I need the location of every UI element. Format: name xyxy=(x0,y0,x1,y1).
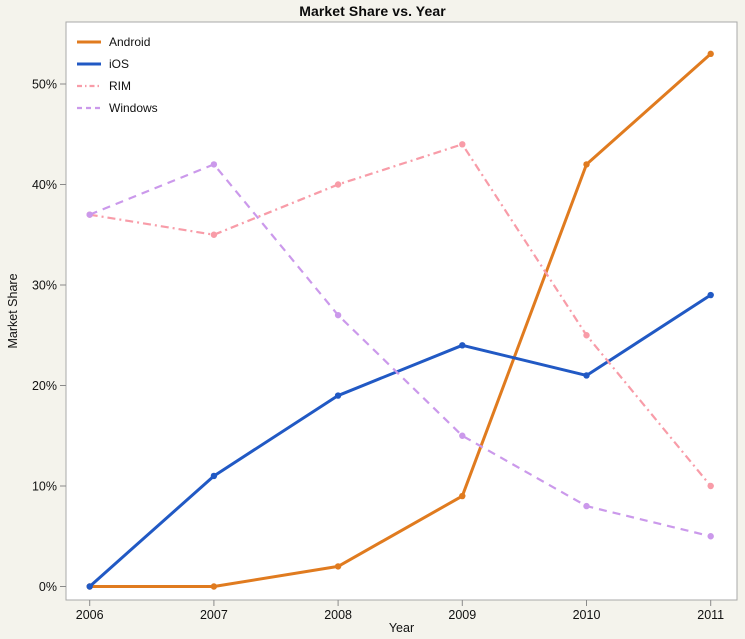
legend-label: iOS xyxy=(109,57,130,71)
y-tick-label: 50% xyxy=(32,78,57,92)
legend-item-ios: iOS xyxy=(76,53,158,75)
plot-frame xyxy=(65,21,738,601)
x-tick-label: 2007 xyxy=(200,608,228,622)
y-tick-label: 20% xyxy=(32,379,57,393)
x-tick-label: 2009 xyxy=(448,608,476,622)
y-tick-label: 10% xyxy=(32,480,57,494)
x-tick-label: 2006 xyxy=(76,608,104,622)
legend-label: RIM xyxy=(109,79,131,93)
data-point xyxy=(459,141,466,148)
data-point xyxy=(210,472,218,480)
x-tick-label: 2008 xyxy=(324,608,352,622)
legend-item-android: Android xyxy=(76,31,158,53)
data-point xyxy=(334,392,342,399)
legend: Android iOS RIM Windows xyxy=(76,31,158,119)
data-point xyxy=(459,342,466,349)
data-point xyxy=(707,291,714,299)
data-point xyxy=(210,161,218,168)
legend-label: Windows xyxy=(109,101,158,115)
data-point xyxy=(583,332,590,339)
x-tick-label: 2010 xyxy=(573,608,601,622)
data-point xyxy=(707,50,714,58)
x-tick-label: 2011 xyxy=(697,608,724,622)
y-tick-label: 30% xyxy=(32,279,57,293)
data-point xyxy=(334,311,342,319)
legend-item-windows: Windows xyxy=(76,97,158,119)
series-android xyxy=(86,50,714,590)
data-point xyxy=(583,372,590,379)
data-point xyxy=(459,492,466,500)
data-point xyxy=(707,482,714,490)
y-tick-label: 0% xyxy=(39,580,57,594)
data-point xyxy=(707,533,714,540)
data-point xyxy=(210,231,218,238)
data-point xyxy=(210,583,218,590)
data-point xyxy=(334,181,342,188)
data-point xyxy=(583,161,590,168)
y-axis-label: Market Share xyxy=(6,273,20,349)
legend-line-sample-icon xyxy=(77,106,101,110)
legend-line-sample-icon xyxy=(77,40,101,44)
data-point xyxy=(334,563,342,570)
legend-label: Android xyxy=(109,35,151,49)
data-point xyxy=(583,502,590,510)
legend-line-sample-icon xyxy=(77,62,101,66)
series-windows xyxy=(86,161,714,540)
legend-line-sample-icon xyxy=(77,84,101,88)
series-line-android xyxy=(88,52,713,588)
x-axis-label: Year xyxy=(388,621,415,635)
data-point xyxy=(86,583,93,590)
series-line-rim xyxy=(89,143,712,487)
data-point xyxy=(86,211,93,218)
legend-item-rim: RIM xyxy=(76,75,158,97)
data-point xyxy=(459,432,466,439)
chart-title: Market Share vs. Year xyxy=(299,3,446,19)
y-tick-label: 40% xyxy=(32,178,57,192)
